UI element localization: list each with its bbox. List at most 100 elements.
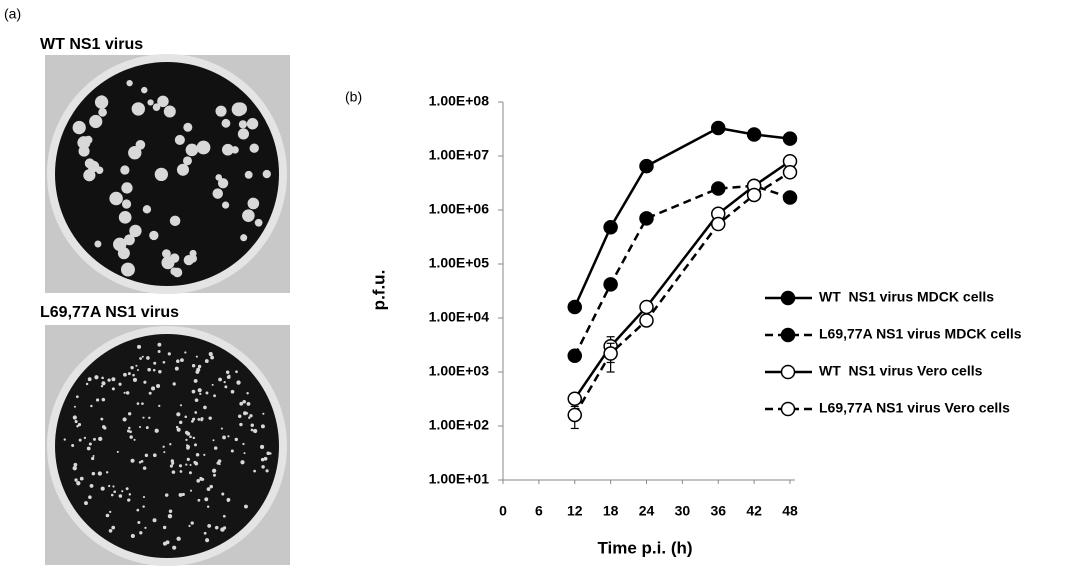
plaque <box>84 501 88 506</box>
plaque <box>132 377 138 382</box>
marker <box>711 181 726 196</box>
marker <box>782 131 798 146</box>
plaque <box>242 399 246 404</box>
plaque <box>77 422 82 427</box>
plaque <box>118 382 122 386</box>
plaque <box>212 468 217 473</box>
x-tick-label: 24 <box>639 503 655 519</box>
plaque <box>141 355 144 358</box>
plaque <box>111 525 116 530</box>
plaque <box>152 518 157 523</box>
plaque <box>194 398 199 402</box>
marker <box>782 190 798 205</box>
legend-marker <box>780 290 796 306</box>
plaque <box>249 143 259 153</box>
plaque <box>139 426 142 429</box>
plaque <box>142 505 145 508</box>
plaque <box>243 411 248 416</box>
plaque <box>223 381 226 384</box>
marker <box>603 219 618 235</box>
y-tick-label: 1.00E+02 <box>429 417 490 433</box>
plaque <box>147 367 151 372</box>
plaque <box>238 120 248 129</box>
plaque <box>72 415 77 420</box>
plaque <box>197 364 202 369</box>
plaque <box>88 495 92 499</box>
plaque <box>212 439 215 442</box>
plaque <box>128 498 131 501</box>
plaque <box>218 377 222 382</box>
plaque <box>85 382 89 386</box>
plaque <box>196 479 201 483</box>
x-tick-label: 18 <box>603 503 619 519</box>
plaque <box>204 359 209 364</box>
plaque <box>141 402 144 405</box>
plaque <box>130 533 135 539</box>
plaque <box>217 178 229 189</box>
plaque <box>122 417 127 422</box>
plaque <box>246 118 259 130</box>
plaque <box>176 359 180 363</box>
plaque <box>172 382 176 386</box>
plaque <box>206 487 211 491</box>
plaque <box>194 443 198 447</box>
plaque <box>191 389 196 394</box>
plaque <box>234 437 238 442</box>
plaque <box>214 525 219 530</box>
plaque <box>169 443 172 446</box>
plaque <box>142 205 152 214</box>
plaque <box>189 489 193 492</box>
plaque <box>176 412 181 417</box>
plaque <box>203 405 207 410</box>
plaque <box>236 380 241 385</box>
plaque <box>204 497 209 502</box>
plaque <box>195 453 200 457</box>
plaque <box>88 442 92 446</box>
plaque <box>215 105 227 117</box>
plaque <box>94 240 102 248</box>
plaque <box>71 443 75 448</box>
series-line <box>573 184 791 357</box>
plaque <box>118 494 123 498</box>
plaque <box>189 464 192 467</box>
legend-marker <box>780 327 796 343</box>
plaque <box>250 423 254 427</box>
marker <box>567 348 582 363</box>
plaque <box>242 442 245 446</box>
plaque <box>178 420 183 425</box>
plaque <box>208 352 213 357</box>
marker <box>639 299 654 315</box>
plaque <box>100 486 105 491</box>
y-tick-label: 1.00E+07 <box>429 147 490 163</box>
x-tick-label: 36 <box>710 503 726 519</box>
plaque <box>152 453 157 458</box>
plaque <box>76 481 81 486</box>
plaque <box>120 262 135 277</box>
plaque <box>238 414 242 419</box>
plaque <box>185 438 188 442</box>
plaque <box>200 417 204 421</box>
plaque <box>72 120 86 135</box>
plaque <box>89 483 94 488</box>
plaque <box>83 169 96 182</box>
plaque <box>174 134 185 145</box>
plaque <box>87 377 92 382</box>
plaque <box>260 424 265 429</box>
plaque <box>101 397 106 402</box>
plaque <box>162 445 165 448</box>
plaque <box>162 249 171 259</box>
plaque <box>111 377 116 382</box>
plaque <box>211 383 214 386</box>
plaque <box>192 417 196 421</box>
plaque <box>169 464 173 468</box>
plaque <box>101 381 104 384</box>
plaque <box>109 191 123 206</box>
plaque <box>73 405 76 408</box>
plaque <box>186 457 190 461</box>
plaque <box>195 355 198 358</box>
plaque <box>266 451 271 456</box>
plaque <box>176 163 190 176</box>
plaque <box>170 267 179 276</box>
plaque <box>123 391 126 394</box>
